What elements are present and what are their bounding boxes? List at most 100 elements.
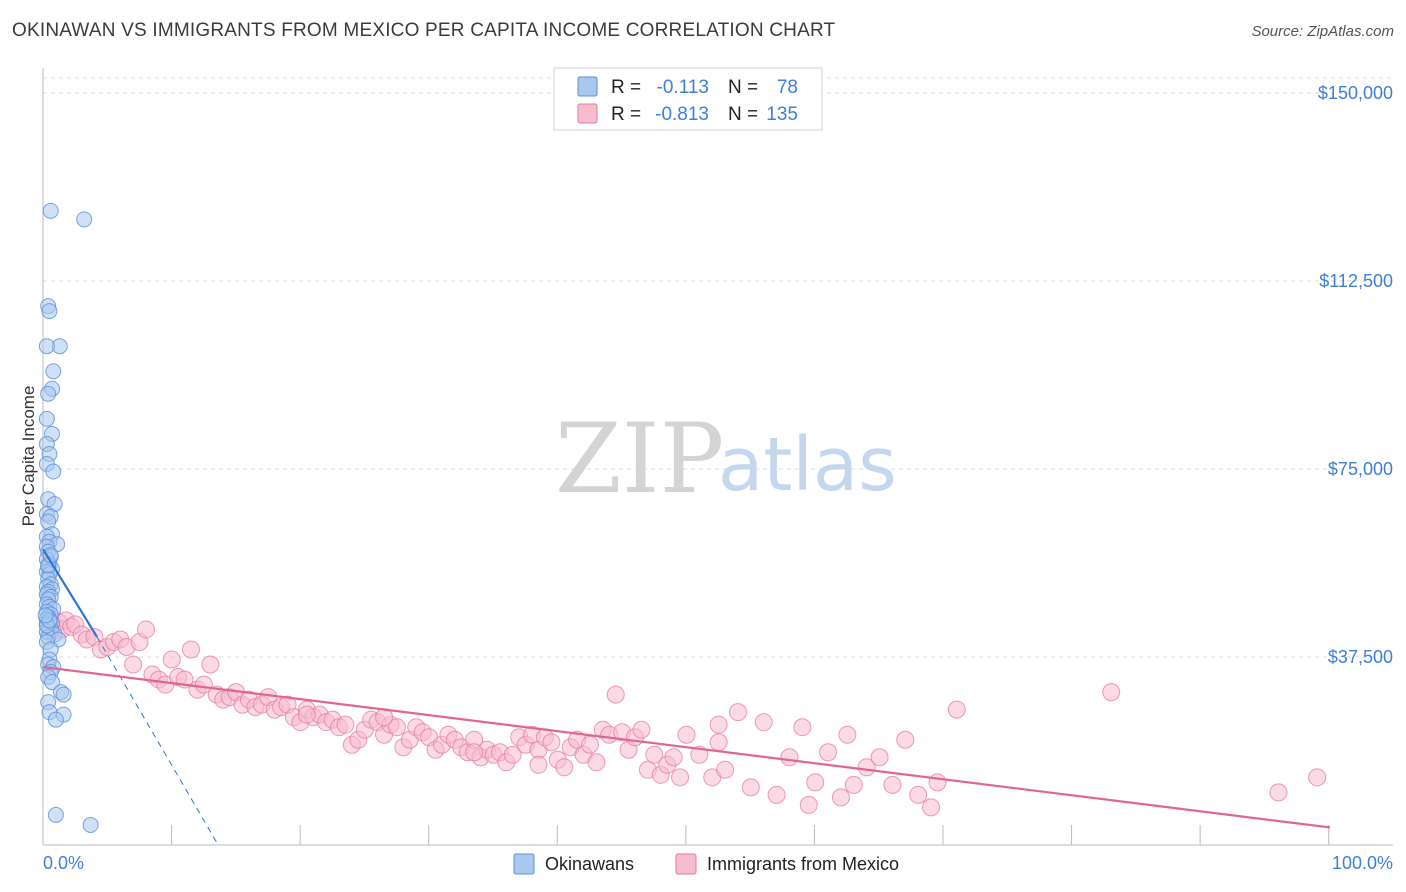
legend-series: Okinawans Immigrants from Mexico [513,853,899,875]
point-mexico [922,798,941,817]
legend-label-okinawans: Okinawans [545,854,634,874]
point-mexico [870,748,889,767]
watermark-zip: ZIP [555,403,724,515]
point-okinawan [47,711,64,728]
point-mexico [754,713,773,732]
point-mexico [799,795,818,814]
point-mexico [162,650,181,669]
point-mexico [529,755,548,774]
point-mexico [580,735,599,754]
point-mexico [1308,768,1327,787]
point-mexico [883,775,902,794]
point-mexico [806,773,825,792]
point-mexico [844,775,863,794]
point-okinawan [82,816,99,833]
point-mexico [671,768,690,787]
point-mexico [336,715,355,734]
watermark-atlas: atlas [718,422,897,508]
legend-swatch-okinawans [513,853,535,875]
point-mexico [780,748,799,767]
point-mexico [690,745,709,764]
point-mexico [136,620,155,639]
legend-label-mexico: Immigrants from Mexico [707,854,899,874]
y-tick-label: $112,500 [1319,271,1393,291]
point-mexico [928,773,947,792]
point-okinawan [55,686,72,703]
point-mexico [194,675,213,694]
legend-n-label: N = [728,104,758,125]
chart-title: OKINAWAN VS IMMIGRANTS FROM MEXICO PER C… [12,20,836,41]
point-okinawan [40,385,57,402]
point-okinawan [44,674,61,691]
y-tick-label: $75,000 [1328,459,1393,479]
point-mexico [819,743,838,762]
legend-n-value: 78 [777,77,798,98]
point-mexico [465,743,484,762]
point-mexico [645,745,664,764]
point-mexico [793,718,812,737]
point-mexico [909,785,928,804]
point-mexico [182,640,201,659]
point-okinawan [76,211,93,228]
legend-n-value: 135 [766,104,798,125]
point-mexico [728,703,747,722]
legend-n-label: N = [728,77,758,98]
point-mexico [709,733,728,752]
y-axis-label: Per Capita Income [19,386,38,527]
point-mexico [555,758,574,777]
point-okinawan [37,607,54,624]
point-mexico [896,730,915,749]
series-okinawans [37,202,99,833]
y-tick-labels: $37,500 $75,000 $112,500 $150,000 [1318,83,1393,667]
axes [42,68,1393,846]
point-mexico [1102,683,1121,702]
point-mexico [677,725,696,744]
point-okinawan [45,463,62,480]
point-mexico [831,788,850,807]
point-mexico [542,733,561,752]
point-mexico [124,655,143,674]
point-okinawan [42,202,59,219]
point-okinawan [47,806,64,823]
x-tick-label-min: 0.0% [43,853,84,873]
point-mexico [947,700,966,719]
point-mexico [741,778,760,797]
legend-r-label: R = [611,104,641,125]
trendlines [42,548,1331,843]
y-tick-label: $37,500 [1328,647,1393,667]
point-mexico [838,725,857,744]
point-okinawan [38,410,55,427]
chart-source: Source: ZipAtlas.com [1251,23,1394,40]
legend-r-value: -0.813 [655,104,709,125]
legend-r-label: R = [611,77,641,98]
point-okinawan [41,303,58,320]
point-mexico [297,705,316,724]
y-tick-label: $150,000 [1318,83,1393,103]
point-mexico [201,655,220,674]
x-tick-label-max: 100.0% [1332,853,1393,873]
point-mexico [632,720,651,739]
legend-swatch-okinawans [577,76,598,97]
trendline-okinawans-extrapolated [96,636,218,843]
point-mexico [767,785,786,804]
point-okinawan [45,363,62,380]
point-mexico [503,745,522,764]
point-mexico [664,748,683,767]
legend-correlation: R = -0.113 N = 78 R = -0.813 N = 135 [553,67,823,131]
legend-box [553,67,823,131]
legend-swatch-mexico [675,853,697,875]
point-mexico [857,758,876,777]
watermark: ZIP atlas [555,403,897,515]
point-mexico [709,715,728,734]
point-mexico [716,760,735,779]
series-immigrants-from-mexico [40,610,1327,817]
point-mexico [1269,783,1288,802]
legend-swatch-mexico [577,103,598,124]
trendline-okinawans [42,548,98,638]
point-mexico [587,753,606,772]
point-mexico [387,718,406,737]
point-mexico [606,685,625,704]
legend-r-value: -0.113 [657,77,709,98]
point-okinawan [38,338,55,355]
